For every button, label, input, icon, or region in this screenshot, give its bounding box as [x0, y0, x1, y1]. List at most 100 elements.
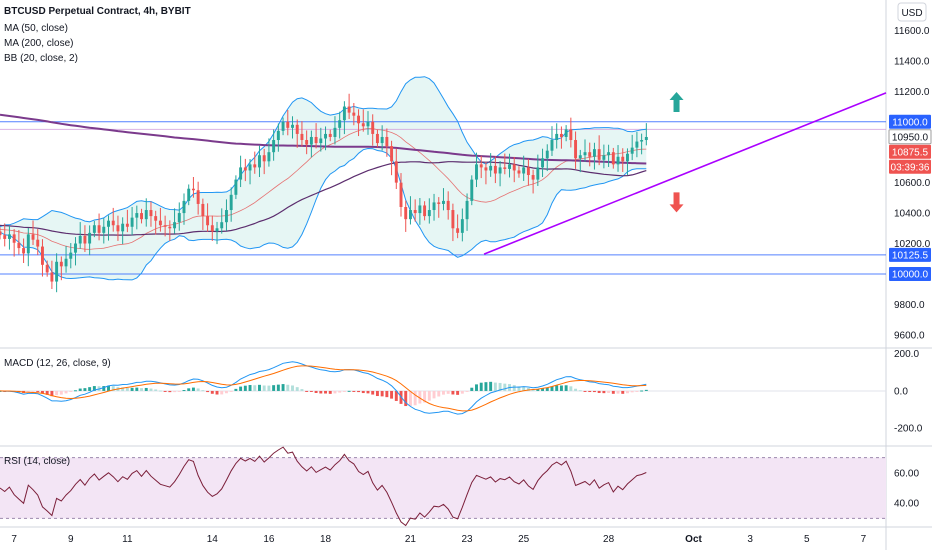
badge-last-price-bg — [889, 144, 931, 159]
macd-histogram-bar — [522, 386, 526, 391]
candle-body — [390, 146, 394, 162]
candle-body — [22, 248, 26, 254]
macd-histogram-bar — [616, 390, 620, 394]
macd-histogram-bar — [338, 390, 342, 393]
candle-body — [107, 220, 110, 227]
macd-histogram-bar — [125, 387, 129, 391]
time-tick-label: 16 — [263, 534, 275, 545]
candle-body — [64, 258, 68, 267]
macd-histogram-bar — [314, 390, 318, 393]
candle-body — [578, 155, 582, 159]
macd-line — [0, 361, 647, 415]
time-tick-label: 23 — [461, 534, 473, 545]
candle-body — [253, 164, 257, 168]
candle-body — [248, 164, 252, 171]
macd-histogram-bar — [121, 387, 125, 391]
candle-body — [503, 167, 507, 169]
macd-histogram-bar — [253, 385, 257, 391]
candle-body — [258, 155, 261, 168]
macd-histogram-bar — [135, 387, 139, 391]
candle-body — [493, 165, 497, 174]
candle-body — [59, 261, 63, 267]
candle-body — [644, 136, 648, 141]
macd-histogram-bar — [394, 390, 398, 401]
candle-body — [163, 225, 167, 227]
rsi-pane — [0, 446, 886, 527]
candle-body — [607, 152, 611, 156]
macd-histogram-bar — [201, 390, 205, 392]
macd-histogram-bar — [40, 390, 44, 394]
candle-body — [338, 120, 342, 128]
macd-histogram-bar — [611, 390, 615, 394]
candle-body — [399, 182, 403, 207]
macd-histogram-bar — [366, 390, 370, 394]
candle-body — [88, 232, 92, 244]
candle-body — [626, 153, 629, 162]
bollinger-bands — [0, 76, 647, 281]
badge-10125: 10125.5 — [892, 250, 929, 261]
candle-body — [210, 225, 214, 232]
macd-histogram-bar — [475, 384, 478, 391]
candle-body — [26, 234, 30, 254]
macd-histogram-bar — [69, 390, 73, 392]
macd-histogram-bar — [503, 383, 507, 391]
macd-histogram-bar — [555, 385, 559, 391]
price-tick-label: 11600.0 — [894, 26, 930, 37]
candle-body — [394, 161, 398, 183]
macd-histogram-bar — [597, 390, 601, 393]
candle-body — [597, 149, 601, 160]
candle-body — [229, 194, 233, 211]
rsi-tick-label: 60.00 — [894, 468, 919, 479]
time-tick-label: 18 — [320, 534, 332, 545]
macd-histogram-bar — [328, 390, 332, 394]
candle-body — [102, 226, 106, 233]
candle-body — [7, 234, 11, 239]
badge-10000: 10000.0 — [892, 269, 929, 280]
candle-body — [168, 226, 172, 229]
macd-histogram-bar — [26, 390, 30, 392]
macd-tick-label: -200.0 — [894, 424, 923, 435]
candle-body — [456, 228, 460, 233]
macd-histogram-bar — [210, 390, 214, 394]
trendline[interactable] — [483, 92, 887, 255]
time-tick-label: 11 — [122, 534, 133, 545]
rsi-title: RSI (14, close) — [4, 456, 70, 467]
macd-histogram-bar — [559, 385, 563, 391]
candle-body — [144, 210, 148, 220]
macd-histogram-bar — [408, 390, 412, 406]
horizontal-levels — [0, 121, 886, 275]
candle-body — [173, 222, 177, 229]
time-axis[interactable]: 7 9 11 14 16 18 21 23 25 28 Oct 3 5 7 — [11, 534, 866, 545]
trendline-line — [483, 92, 887, 255]
candle-body — [352, 112, 356, 116]
macd-histogram-bar — [295, 387, 299, 391]
candle-body — [404, 206, 408, 220]
macd-histogram-bar — [465, 390, 469, 392]
candle-body — [484, 167, 488, 171]
macd-histogram-bar — [432, 390, 436, 399]
symbol-title: BTCUSD Perpetual Contract, 4h, BYBIT — [4, 6, 191, 17]
time-tick-label: 9 — [68, 534, 74, 545]
macd-title: MACD (12, 26, close, 9) — [4, 358, 111, 369]
macd-histogram-bar — [427, 390, 431, 401]
macd-histogram-bar — [526, 387, 530, 391]
macd-histogram-bar — [130, 387, 134, 391]
macd-histogram-bar — [234, 388, 238, 391]
macd-histogram-bar — [220, 390, 224, 395]
macd-histogram-bar — [493, 382, 497, 391]
macd-histogram-bar — [635, 390, 639, 392]
candle-body — [574, 140, 578, 159]
macd-histogram-bar — [470, 387, 474, 391]
macd-histogram-bar — [300, 389, 304, 391]
currency-button[interactable] — [897, 2, 927, 22]
badge-11000-bg — [889, 114, 931, 129]
candle-body — [324, 133, 327, 139]
currency-label: USD — [901, 8, 922, 19]
macd-histogram-bar — [550, 386, 554, 391]
macd-histogram-bar — [531, 389, 535, 391]
rsi-tick-label: 40.00 — [894, 499, 919, 510]
macd-histogram-bar — [446, 390, 450, 394]
candle-body — [0, 231, 2, 236]
candle-body — [418, 205, 422, 214]
